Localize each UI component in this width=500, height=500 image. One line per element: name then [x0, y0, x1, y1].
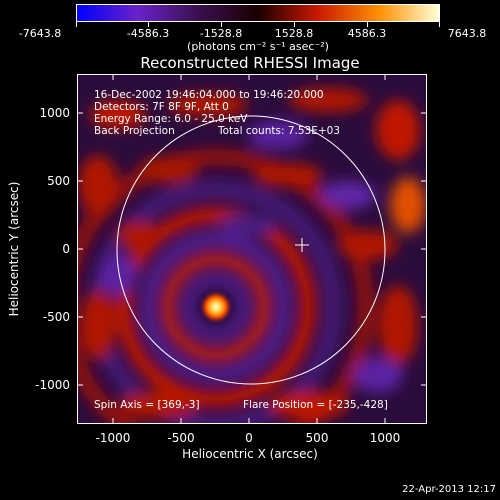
- rhessi-image-svg: [78, 75, 426, 423]
- image-blobs: [78, 88, 426, 423]
- colorbar-label-5: 7643.8: [447, 27, 487, 40]
- spin-axis-text: Spin Axis = [369,-3]: [94, 399, 200, 411]
- colorbar-label-0: -7643.8: [18, 27, 62, 40]
- x-tick-label: 0: [245, 431, 253, 445]
- x-tick-label: 500: [305, 431, 329, 445]
- energy-range-text: Energy Range: 6.0 - 25.0 keV: [94, 113, 248, 125]
- flare-source: [200, 291, 232, 323]
- x-tick-label: -500: [167, 431, 195, 445]
- x-axis-label: Heliocentric X (arcsec): [182, 447, 318, 461]
- colorbar-label-2: -1528.8: [199, 27, 243, 40]
- x-tick-label: 1000: [369, 431, 401, 445]
- colorbar-label-3: 1528.8: [274, 27, 314, 40]
- method-text: Back Projection: [94, 125, 175, 137]
- date-stamp: 22-Apr-2013 12:17: [402, 484, 496, 495]
- y-tick-label: 1000: [39, 106, 70, 120]
- x-tick-label: -1000: [95, 431, 131, 445]
- y-tick-label: -1000: [35, 378, 70, 392]
- detectors-text: Detectors: 7F 8F 9F, Att 0: [94, 101, 229, 113]
- y-tick-label: 0: [62, 242, 70, 256]
- plot-title: Reconstructed RHESSI Image: [140, 54, 360, 72]
- colorbar-label-4: 4586.3: [347, 27, 387, 40]
- y-tick-label: -500: [42, 310, 70, 324]
- flare-position-text: Flare Position = [-235,-428]: [243, 399, 388, 411]
- colorbar: [76, 4, 440, 22]
- colorbar-label-1: -4586.3: [126, 27, 170, 40]
- y-axis-label: Heliocentric Y (arcsec): [7, 181, 21, 317]
- colorbar-units: (photons cm⁻² s⁻¹ asec⁻²): [187, 40, 329, 53]
- y-tick-label: 500: [47, 174, 70, 188]
- total-counts-text: Total counts: 7.53E+03: [218, 125, 341, 137]
- spin-axis-marker: [295, 238, 309, 252]
- time-range-text: 16-Dec-2002 19:46:04.000 to 19:46:20.000: [94, 89, 324, 101]
- rhessi-image: 16-Dec-2002 19:46:04.000 to 19:46:20.000…: [77, 74, 427, 424]
- solar-limb-circle: [116, 115, 386, 385]
